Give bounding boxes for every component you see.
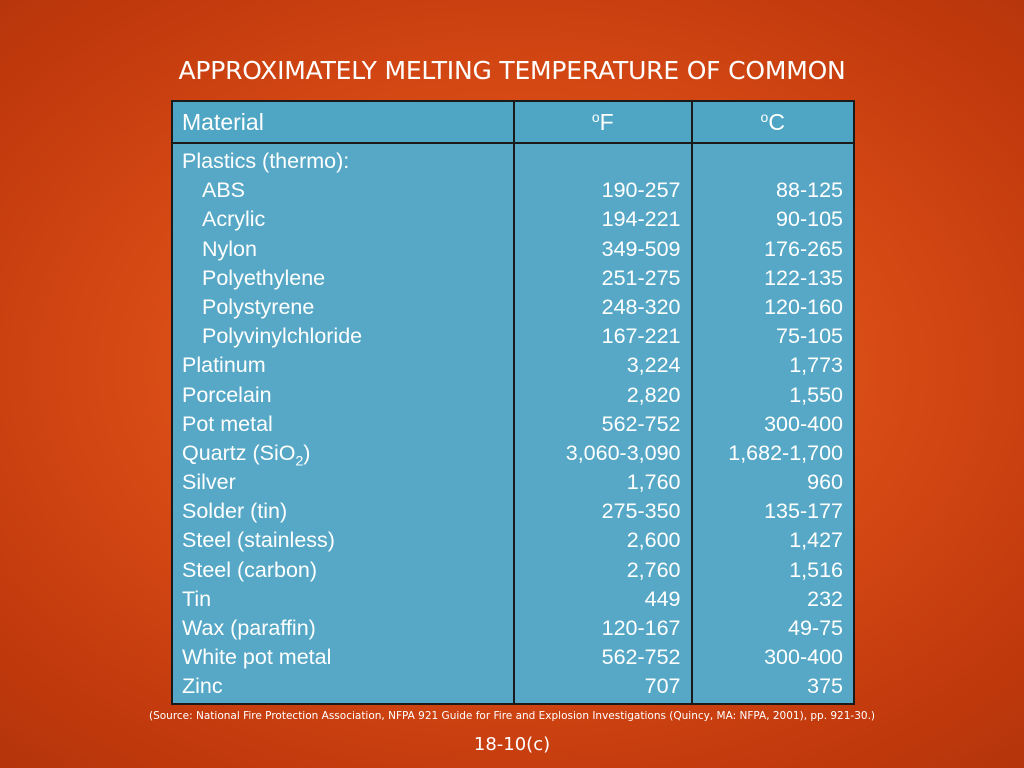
table-header-row: Material oF oC (171, 100, 856, 144)
material-name: Steel (carbon) (182, 557, 318, 582)
celsius-value: 300-400 (764, 645, 843, 670)
celsius-value: 960 (807, 470, 843, 495)
melting-temperature-table: Material oF oC Plastics (thermo): ABS Acry… (171, 100, 856, 705)
material-name: Silver (182, 470, 236, 495)
degree-symbol: o (760, 108, 769, 125)
celsius-value: 375 (807, 674, 843, 699)
celsius-value: 120-160 (764, 294, 843, 319)
fahrenheit-value: 167-221 (601, 324, 681, 349)
fahrenheit-value: 2,820 (626, 382, 681, 407)
fahrenheit-value: 194-221 (601, 207, 681, 232)
celsius-value: 135-177 (764, 499, 843, 524)
material-name: Polyvinylchloride (202, 324, 363, 349)
celsius-value: 88-125 (776, 178, 843, 203)
material-name: Steel (stainless) (182, 528, 335, 553)
material-name: White pot metal (182, 645, 332, 670)
celsius-value: 300-400 (764, 411, 843, 436)
material-name: Polystyrene (202, 294, 315, 319)
fahrenheit-value: 120-167 (601, 616, 681, 640)
fahrenheit-value: 3,224 (626, 353, 681, 378)
celsius-value: 75-105 (776, 324, 843, 349)
celsius-value: 1,773 (789, 353, 843, 378)
material-name: Acrylic (202, 207, 266, 232)
celsius-value: 176-265 (764, 236, 843, 261)
quartz-subscript: 2 (295, 452, 304, 469)
celsius-value: 1,682-1,700 (728, 440, 843, 465)
fahrenheit-value: 562-752 (601, 411, 681, 436)
material-name: ABS (202, 178, 246, 203)
material-name: Pot metal (182, 411, 273, 436)
material-name: Polyethylene (202, 265, 326, 290)
header-material: Material (171, 100, 515, 144)
degree-symbol: o (591, 108, 600, 125)
celsius-column: 88-125 90-105 176-265 122-135 120-160 75-105 1… (690, 142, 856, 705)
fahrenheit-value: 449 (644, 586, 681, 611)
material-name: Wax (paraffin) (182, 616, 316, 640)
empty-cell (515, 147, 681, 176)
fahrenheit-column: 190-257 194-221 349-509 251-275 248-320 167-2… (513, 142, 693, 705)
material-name: Quartz (SiO2) (182, 439, 513, 468)
slide-title: APPROXIMATELY MELTING TEMPERATURE OF COM… (178, 56, 846, 85)
source-citation: (Source: National Fire Protection Associ… (148, 710, 876, 722)
material-name: Zinc (182, 674, 223, 699)
fahrenheit-value: 2,600 (626, 528, 681, 553)
celsius-value: 49-75 (788, 616, 843, 640)
fahrenheit-value: 251-275 (601, 265, 681, 290)
fahrenheit-value: 248-320 (601, 294, 681, 319)
celsius-value: 1,516 (789, 557, 843, 582)
quartz-name: Quartz (SiO (182, 440, 296, 465)
table-body-row: Plastics (thermo): ABS Acrylic Nylon Polyeth… (171, 142, 856, 705)
material-name: Solder (tin) (182, 499, 288, 524)
header-fahrenheit: oF (513, 100, 693, 144)
material-name: Tin (182, 586, 212, 611)
celsius-value: 1,550 (789, 382, 843, 407)
material-name: Nylon (202, 236, 257, 261)
header-celsius: oC (690, 100, 856, 144)
empty-cell (693, 147, 843, 176)
unit-c: C (768, 108, 785, 135)
celsius-value: 122-135 (764, 265, 843, 290)
fahrenheit-value: 3,060-3,090 (565, 440, 681, 465)
celsius-value: 232 (807, 586, 843, 611)
fahrenheit-value: 2,760 (626, 557, 681, 582)
celsius-value: 1,427 (789, 528, 843, 553)
material-column: Plastics (thermo): ABS Acrylic Nylon Polyeth… (171, 142, 515, 705)
group-label-plastics: Plastics (thermo): (182, 149, 350, 173)
material-name: Porcelain (182, 382, 272, 407)
unit-f: F (599, 108, 614, 135)
fahrenheit-value: 1,760 (626, 470, 681, 495)
fahrenheit-value: 349-509 (601, 236, 681, 261)
fahrenheit-value: 707 (644, 674, 681, 699)
fahrenheit-value: 275-350 (601, 499, 681, 524)
slide-number: 18-10(c) (473, 734, 551, 755)
material-name: Platinum (182, 353, 266, 378)
quartz-suffix: ) (303, 440, 311, 465)
fahrenheit-value: 190-257 (601, 178, 681, 203)
celsius-value: 90-105 (776, 207, 843, 232)
fahrenheit-value: 562-752 (601, 645, 681, 670)
